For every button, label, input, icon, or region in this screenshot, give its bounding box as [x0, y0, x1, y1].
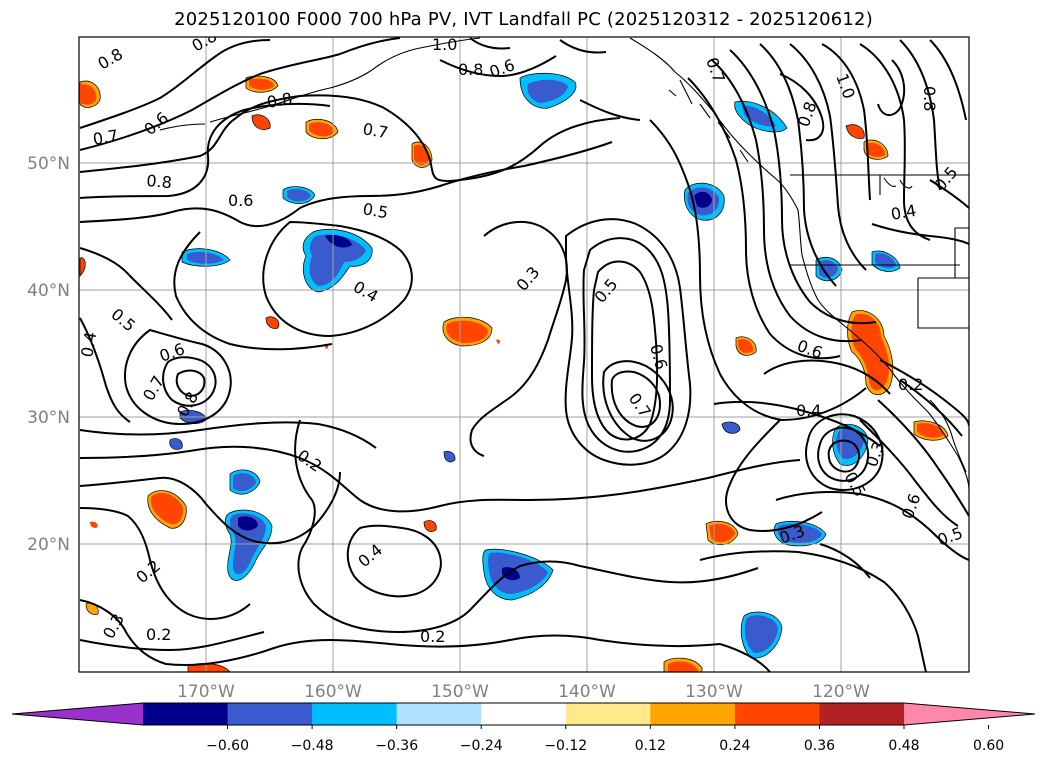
contour-label: 0.8 — [265, 89, 293, 112]
lon-label-170w: 170°W — [177, 682, 235, 702]
contour-label: 0.8 — [458, 60, 483, 79]
colorbar-segment — [312, 703, 398, 725]
colorbar-segment — [143, 703, 229, 725]
colorbar-tick-label: 0.36 — [804, 738, 835, 754]
colorbar-tick-label: 0.12 — [635, 738, 666, 754]
lon-label-150w: 150°W — [431, 682, 489, 702]
positive-anomaly — [79, 75, 949, 672]
colorbar-tick-label: −0.60 — [206, 738, 249, 754]
colorbar-tick-label: 0.48 — [888, 738, 919, 754]
lat-label-20n: 20°N — [27, 535, 70, 555]
colorbar-segment — [396, 703, 482, 725]
longitude-labels: 170°W 160°W 150°W 140°W 130°W 120°W — [177, 682, 870, 702]
contour-label: 0.4 — [889, 201, 917, 224]
colorbar-tick-label: −0.48 — [291, 738, 334, 754]
contour-label: 0.2 — [146, 625, 171, 644]
map-frame — [78, 36, 970, 673]
map-area: 0.8 0.8 0.7 0.6 0.8 1.0 0.8 0.6 0.7 0.7 … — [77, 35, 969, 672]
figure-title: 2025120100 F000 700 hPa PV, IVT Landfall… — [174, 9, 873, 30]
latitude-labels: 50°N 40°N 30°N 20°N — [27, 154, 70, 555]
colorbar-segment — [227, 703, 313, 725]
lat-label-30n: 30°N — [27, 408, 70, 428]
contour-label: 0.8 — [146, 171, 173, 192]
contour-label: 0.4 — [796, 401, 821, 420]
colorbar-segment — [819, 703, 905, 725]
contour-label: 0.2 — [898, 375, 923, 394]
contour-label: 0.2 — [420, 627, 445, 646]
colorbar-outline — [11, 702, 1036, 726]
colorbar-tick-label: 0.60 — [973, 738, 1004, 754]
colorbar-segment — [734, 703, 820, 725]
contour-label: 0.6 — [228, 191, 253, 210]
colorbar: −0.60 −0.48 −0.36 −0.24 −0.12 0.12 0.24 0.36 0.4… — [11, 702, 1036, 754]
lon-label-140w: 140°W — [558, 682, 616, 702]
lat-label-40n: 40°N — [27, 281, 70, 301]
contour-label: 0.7 — [91, 126, 119, 149]
gridlines — [79, 37, 969, 672]
colorbar-segment — [565, 703, 651, 725]
lat-label-50n: 50°N — [27, 154, 70, 174]
contour-label: 1.0 — [432, 35, 457, 54]
colorbar-tick-label: −0.12 — [544, 738, 587, 754]
colorbar-tick-label: 0.24 — [719, 738, 750, 754]
contour-label: 0.4 — [77, 330, 100, 358]
lon-label-160w: 160°W — [304, 682, 362, 702]
colorbar-extend-min — [12, 703, 143, 725]
colorbar-segment — [650, 703, 736, 725]
contour-label: 0.8 — [920, 86, 939, 111]
lon-label-130w: 130°W — [685, 682, 743, 702]
colorbar-segment — [481, 703, 567, 725]
contour-label: 0.5 — [361, 199, 389, 222]
pv-contours — [79, 37, 969, 672]
colorbar-tick-label: −0.36 — [375, 738, 418, 754]
colorbar-extend-max — [904, 703, 1035, 725]
lon-label-120w: 120°W — [812, 682, 870, 702]
colorbar-tick-label: −0.24 — [460, 738, 503, 754]
contour-label: 0.7 — [361, 119, 389, 142]
